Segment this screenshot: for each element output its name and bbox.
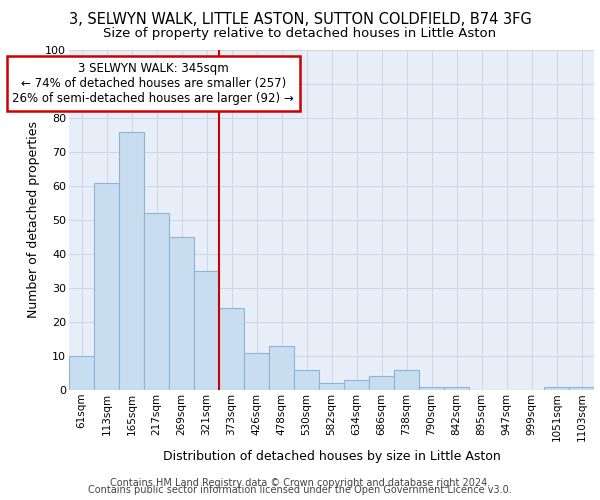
- Bar: [269, 346, 294, 390]
- X-axis label: Distribution of detached houses by size in Little Aston: Distribution of detached houses by size …: [163, 450, 500, 462]
- Text: Contains HM Land Registry data © Crown copyright and database right 2024.: Contains HM Land Registry data © Crown c…: [110, 478, 490, 488]
- Bar: [569, 386, 594, 390]
- Bar: [344, 380, 369, 390]
- Text: 3, SELWYN WALK, LITTLE ASTON, SUTTON COLDFIELD, B74 3FG: 3, SELWYN WALK, LITTLE ASTON, SUTTON COL…: [68, 12, 532, 28]
- Bar: [169, 237, 194, 390]
- Text: 3 SELWYN WALK: 345sqm
← 74% of detached houses are smaller (257)
26% of semi-det: 3 SELWYN WALK: 345sqm ← 74% of detached …: [13, 62, 294, 105]
- Bar: [369, 376, 394, 390]
- Text: Size of property relative to detached houses in Little Aston: Size of property relative to detached ho…: [103, 28, 497, 40]
- Bar: [319, 383, 344, 390]
- Bar: [144, 213, 169, 390]
- Bar: [419, 386, 444, 390]
- Bar: [194, 271, 219, 390]
- Bar: [69, 356, 94, 390]
- Bar: [444, 386, 469, 390]
- Bar: [219, 308, 244, 390]
- Bar: [94, 182, 119, 390]
- Bar: [244, 352, 269, 390]
- Bar: [294, 370, 319, 390]
- Bar: [119, 132, 144, 390]
- Bar: [544, 386, 569, 390]
- Text: Contains public sector information licensed under the Open Government Licence v3: Contains public sector information licen…: [88, 485, 512, 495]
- Y-axis label: Number of detached properties: Number of detached properties: [26, 122, 40, 318]
- Bar: [394, 370, 419, 390]
